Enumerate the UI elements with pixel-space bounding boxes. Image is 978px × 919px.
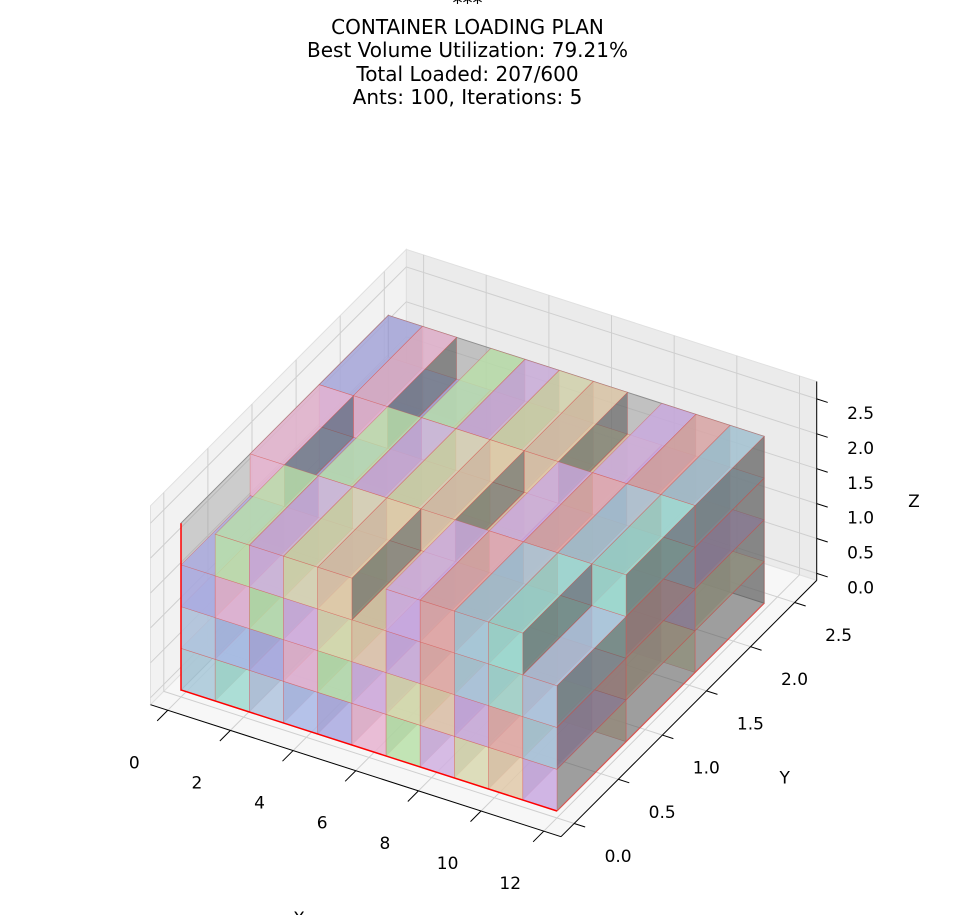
y-tick [750, 646, 762, 651]
x-tick [532, 830, 545, 843]
z-tick-label: 0.5 [847, 544, 874, 564]
x-tick [156, 709, 169, 722]
container-base-edge [556, 602, 765, 812]
gridline-x [543, 375, 800, 832]
z-tick-label: 2.0 [847, 439, 874, 459]
y-tick-label: 1.0 [693, 759, 720, 779]
z-tick [816, 468, 828, 473]
title-line-1: *** [452, 0, 483, 15]
container-front-edge [180, 523, 558, 812]
y-tick [618, 778, 630, 784]
title-line-4: Total Loaded: 207/600 [356, 61, 579, 86]
y-tick-label: 0.0 [605, 847, 632, 867]
z-tick [816, 503, 828, 508]
x-axis-label: X [293, 909, 305, 915]
x-tick [470, 810, 482, 823]
y-axis-label: Y [779, 769, 791, 789]
z-tick [816, 572, 828, 578]
x-tick-label: 10 [437, 854, 459, 874]
box-front-face [317, 566, 353, 621]
y-tick-label: 1.5 [737, 714, 764, 734]
title-line-5: Ants: 100, Iterations: 5 [352, 85, 583, 109]
x-tick-label: 8 [379, 834, 390, 854]
title-line-3: Best Volume Utilization: 79.21% [307, 38, 628, 62]
x-tick-label: 0 [129, 753, 140, 773]
x-tick [282, 750, 294, 762]
x-tick [219, 730, 231, 742]
x-tick-label: 2 [191, 773, 202, 793]
x-tick-label: 12 [499, 874, 521, 894]
y-axis-spine [560, 580, 818, 838]
y-tick [662, 734, 674, 740]
gridline-z [150, 301, 817, 559]
box-front-face [488, 621, 524, 676]
z-tick-label: 2.5 [847, 404, 874, 424]
gridline-y [163, 492, 575, 824]
chart-title: *** CONTAINER LOADING PLAN Best Volume U… [0, 0, 935, 110]
z-axis-label: Z [908, 492, 920, 512]
x-tick [407, 790, 419, 802]
gridline-z [150, 266, 817, 524]
x-tick [344, 770, 357, 782]
y-tick [574, 823, 586, 828]
box-front-face [522, 674, 558, 728]
y-tick [706, 690, 718, 695]
y-tick-label: 0.5 [649, 803, 676, 823]
title-line-2: CONTAINER LOADING PLAN [331, 14, 604, 39]
z-tick-label: 0.0 [847, 579, 874, 599]
z-tick-label: 1.5 [847, 474, 874, 494]
z-tick [816, 538, 828, 543]
z-tick-label: 1.0 [847, 509, 874, 529]
x-axis-spine [150, 704, 562, 838]
z-tick [816, 433, 828, 438]
x-tick-label: 4 [254, 794, 265, 814]
y-tick [794, 602, 806, 607]
y-tick-label: 2.0 [781, 670, 808, 690]
z-tick [816, 398, 828, 403]
x-tick-label: 6 [317, 814, 328, 834]
y-tick-label: 2.5 [825, 626, 852, 646]
